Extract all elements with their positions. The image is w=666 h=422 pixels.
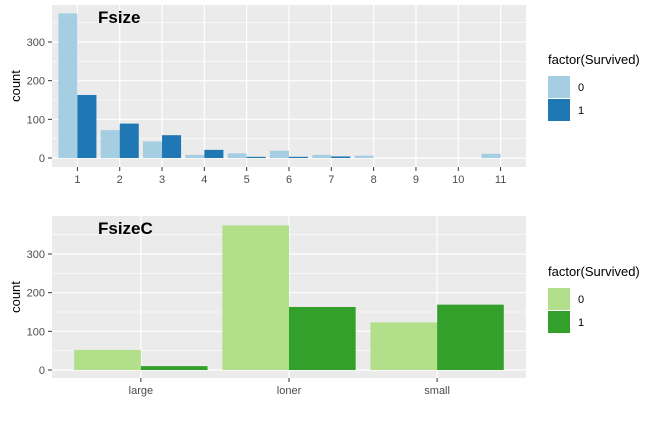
x-tick-label: loner <box>277 385 302 397</box>
y-tick-label: 300 <box>27 249 45 261</box>
fsize-bar-survived-0-8 <box>354 155 374 158</box>
fsizec-legend: factor(Survived) 0 1 <box>548 264 640 333</box>
fsizec-bar-survived-1-large <box>140 366 208 370</box>
fsizec-y-axis: 0 100 200 300 <box>27 249 52 377</box>
legend-label: 0 <box>578 82 584 94</box>
x-tick-label: 9 <box>413 174 419 186</box>
y-tick-label: 0 <box>39 153 45 165</box>
fsize-bar-survived-1-2 <box>119 123 139 158</box>
y-tick-label: 100 <box>27 114 45 126</box>
fsizec-bars <box>74 225 504 370</box>
x-tick-label: large <box>129 385 153 397</box>
y-tick-label: 200 <box>27 76 45 88</box>
x-tick-label: 2 <box>117 174 123 186</box>
fsize-bar-survived-1-3 <box>162 135 182 158</box>
y-tick-label: 300 <box>27 37 45 49</box>
fsize-legend: factor(Survived) 0 1 <box>548 52 640 121</box>
y-tick-label: 200 <box>27 288 45 300</box>
fsizec-x-axis: large loner small <box>129 378 450 397</box>
fsizec-title: FsizeC <box>98 219 153 238</box>
fsizec-y-axis-title: count <box>8 281 23 313</box>
fsize-bar-survived-1-7 <box>331 156 351 158</box>
fsize-bars <box>58 13 501 158</box>
legend-swatch <box>548 99 570 121</box>
x-tick-label: 4 <box>201 174 207 186</box>
fsize-title: Fsize <box>98 8 141 27</box>
fsize-bar-survived-0-6 <box>269 150 289 158</box>
y-tick-label: 100 <box>27 326 45 338</box>
fsize-bar-survived-0-2 <box>100 130 120 158</box>
fsize-bar-survived-1-6 <box>289 156 309 158</box>
x-tick-label: 3 <box>159 174 165 186</box>
legend-swatch <box>548 76 570 98</box>
legend-label: 1 <box>578 105 584 117</box>
legend-label: 1 <box>578 317 584 329</box>
fsize-y-axis: 0 100 200 300 <box>27 37 52 165</box>
legend-label: 0 <box>578 294 584 306</box>
legend-swatch <box>548 288 570 310</box>
fsize-bar-survived-0-7 <box>312 154 332 158</box>
fsize-y-axis-title: count <box>8 70 23 102</box>
x-tick-label: 8 <box>371 174 377 186</box>
x-tick-label: 1 <box>74 174 80 186</box>
fsize-bar-survived-0-1 <box>58 13 78 158</box>
fsize-bar-survived-0-4 <box>185 154 205 158</box>
fsize-bar-survived-0-11 <box>481 153 501 158</box>
fsizec-bar-survived-0-large <box>74 349 141 370</box>
fsizec-bar-survived-0-small <box>370 322 438 370</box>
fsize-bar-survived-0-3 <box>142 141 163 158</box>
x-tick-label: small <box>424 385 450 397</box>
fsize-bar-survived-1-1 <box>77 94 97 158</box>
fsizec-legend-title: factor(Survived) <box>548 264 640 279</box>
x-tick-label: 10 <box>452 174 464 186</box>
fsize-bar-survived-1-4 <box>204 149 224 158</box>
fsize-x-axis: 1 2 3 4 5 6 7 8 9 10 11 <box>74 167 506 186</box>
x-tick-label: 5 <box>244 174 250 186</box>
fsizec-bar-survived-1-loner <box>289 306 356 370</box>
x-tick-label: 11 <box>495 174 506 186</box>
fsizec-bar-survived-0-loner <box>222 225 289 370</box>
fsizec-bar-survived-1-small <box>437 304 504 370</box>
x-tick-label: 7 <box>328 174 334 186</box>
legend-swatch <box>548 311 570 333</box>
fsize-bar-survived-0-5 <box>227 153 247 158</box>
x-tick-label: 6 <box>286 174 292 186</box>
y-tick-label: 0 <box>39 365 45 377</box>
fsize-legend-title: factor(Survived) <box>548 52 640 67</box>
fsize-bar-survived-1-5 <box>246 156 266 158</box>
